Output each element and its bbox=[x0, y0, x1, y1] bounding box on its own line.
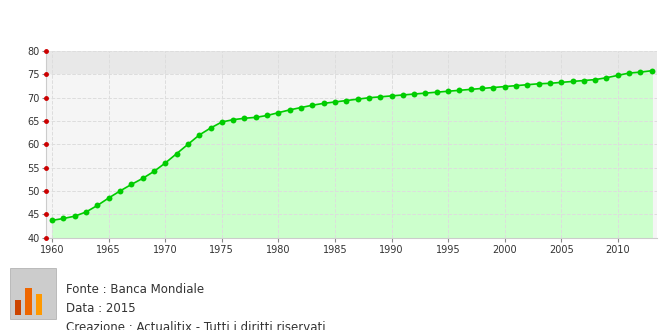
Point bbox=[104, 195, 114, 201]
Text: Cina - Speranza di vita (anni): Cina - Speranza di vita (anni) bbox=[8, 10, 271, 28]
Point bbox=[239, 115, 250, 121]
Point bbox=[544, 81, 555, 86]
Point bbox=[92, 203, 103, 208]
Point bbox=[443, 88, 454, 94]
Point bbox=[477, 86, 487, 91]
Point bbox=[295, 105, 306, 110]
Point bbox=[432, 89, 442, 95]
Point bbox=[47, 218, 58, 223]
Point bbox=[353, 96, 363, 102]
Point bbox=[284, 107, 295, 113]
Point bbox=[194, 132, 205, 138]
Point bbox=[375, 94, 386, 99]
Point bbox=[601, 75, 612, 81]
Point bbox=[58, 216, 69, 221]
FancyBboxPatch shape bbox=[15, 300, 21, 315]
Point bbox=[511, 83, 521, 88]
Point bbox=[488, 85, 499, 90]
FancyBboxPatch shape bbox=[25, 287, 32, 315]
Point bbox=[262, 113, 272, 118]
Point bbox=[318, 101, 329, 106]
Point bbox=[250, 115, 261, 120]
Point bbox=[556, 80, 566, 85]
Point bbox=[420, 90, 431, 96]
Point bbox=[533, 81, 544, 86]
Point bbox=[205, 125, 216, 131]
Point bbox=[499, 84, 510, 89]
Point bbox=[465, 87, 476, 92]
Point bbox=[341, 98, 351, 103]
Point bbox=[171, 151, 182, 156]
Point bbox=[567, 79, 578, 84]
Point bbox=[364, 95, 374, 100]
FancyBboxPatch shape bbox=[36, 294, 42, 315]
Point bbox=[160, 160, 171, 166]
Point bbox=[646, 68, 657, 73]
Point bbox=[149, 169, 159, 174]
Bar bbox=[46, 51, 657, 75]
Point bbox=[137, 176, 148, 181]
Point bbox=[578, 78, 589, 83]
Point bbox=[183, 142, 193, 147]
Point bbox=[398, 92, 408, 98]
FancyBboxPatch shape bbox=[10, 268, 56, 319]
Point bbox=[273, 110, 284, 115]
Point bbox=[522, 82, 533, 87]
Point bbox=[612, 73, 623, 78]
Point bbox=[409, 91, 420, 97]
Point bbox=[228, 117, 238, 122]
Point bbox=[386, 93, 397, 99]
Point bbox=[623, 70, 634, 76]
Point bbox=[635, 70, 645, 75]
Point bbox=[307, 103, 317, 108]
Point bbox=[81, 209, 92, 214]
Point bbox=[216, 119, 227, 125]
Point bbox=[590, 77, 600, 82]
Text: Fonte : Banca Mondiale
Data : 2015
Creazione : Actualitix - Tutti i diritti rise: Fonte : Banca Mondiale Data : 2015 Creaz… bbox=[66, 283, 326, 330]
Point bbox=[454, 88, 465, 93]
Point bbox=[126, 182, 137, 187]
Point bbox=[329, 99, 340, 105]
Point bbox=[115, 188, 125, 194]
Point bbox=[70, 214, 80, 219]
